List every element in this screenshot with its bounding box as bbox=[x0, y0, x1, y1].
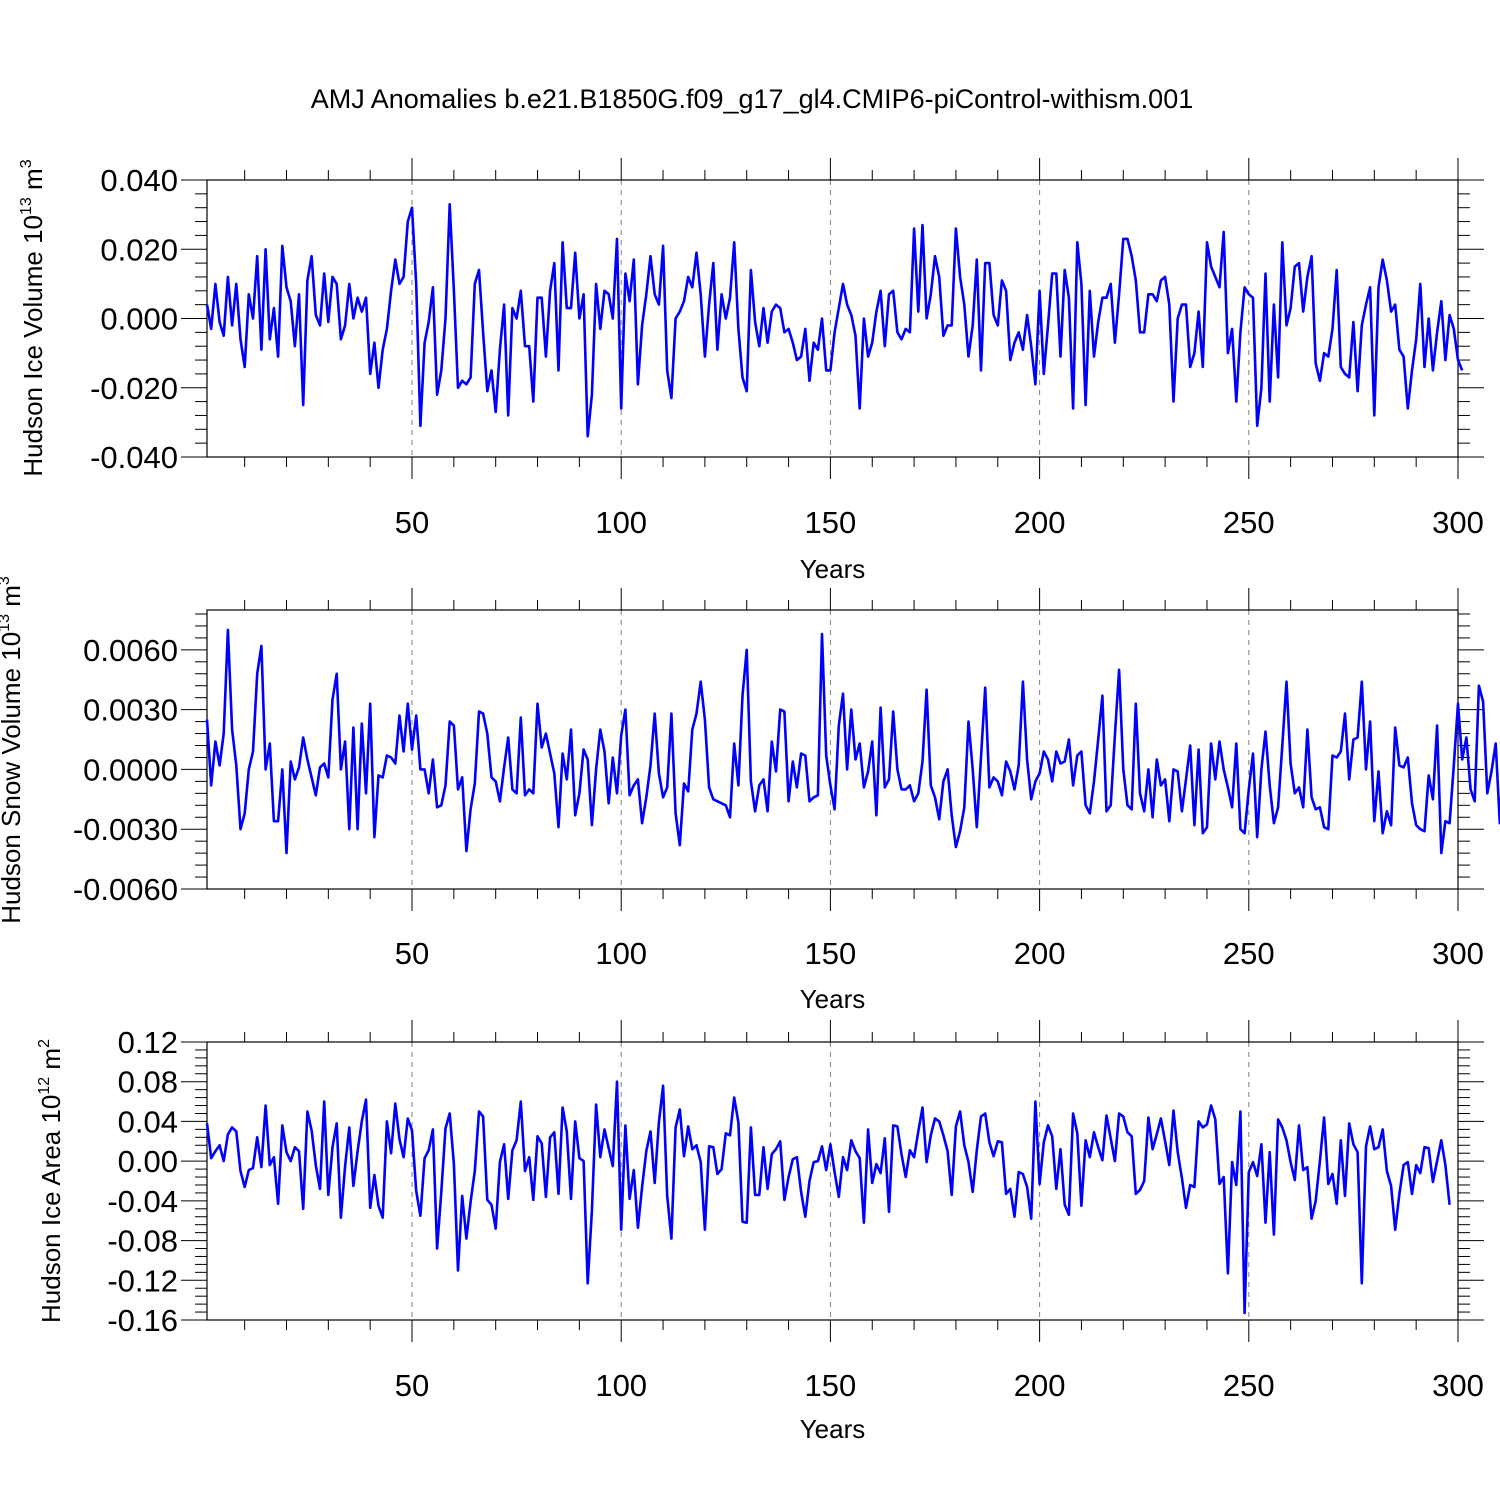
x-tick-label: 300 bbox=[1432, 936, 1484, 971]
x-tick-label: 100 bbox=[595, 505, 647, 540]
x-tick-label: 150 bbox=[805, 505, 857, 540]
y-axis-label: Hudson Ice Area 1012 m2 bbox=[36, 1039, 66, 1323]
y-label-text: Hudson Snow Volume 10 bbox=[0, 632, 26, 924]
y-axis-label: Hudson Ice Volume 1013 m3 bbox=[18, 159, 48, 476]
plot-frame bbox=[206, 1041, 1459, 1321]
y-tick-label: -0.12 bbox=[107, 1263, 178, 1298]
y-label-exponent: 12 bbox=[36, 1077, 53, 1095]
y-tick-label: -0.08 bbox=[107, 1224, 178, 1259]
y-tick-label: 0.12 bbox=[118, 1025, 178, 1060]
y-tick-label: 0.00 bbox=[118, 1144, 178, 1179]
x-tick-label: 150 bbox=[805, 1368, 857, 1403]
y-tick-label: 0.0030 bbox=[83, 693, 178, 728]
data-series-line bbox=[205, 628, 1500, 855]
y-label-unit-exponent: 2 bbox=[36, 1039, 53, 1048]
y-label-unit: m bbox=[18, 168, 48, 197]
x-tick-label: 300 bbox=[1432, 505, 1484, 540]
y-tick-label: 0.0060 bbox=[83, 633, 178, 668]
x-tick-label: 300 bbox=[1432, 1368, 1484, 1403]
x-tick-label: 200 bbox=[1014, 505, 1066, 540]
data-series-line bbox=[205, 1080, 1451, 1315]
y-tick-label: -0.020 bbox=[90, 371, 178, 406]
y-tick-label: 0.08 bbox=[118, 1065, 178, 1100]
panel-3: 50 100 150 200 250 300 -0.16 -0.12 -0.08 -0.04 0.0… bbox=[36, 1020, 1484, 1444]
y-label-unit: m bbox=[36, 1048, 66, 1077]
x-tick-label: 200 bbox=[1014, 1368, 1066, 1403]
y-tick-label: 0.04 bbox=[118, 1104, 178, 1139]
y-label-exponent: 13 bbox=[18, 197, 35, 215]
x-tick-label: 100 bbox=[595, 936, 647, 971]
y-tick-label: 0.020 bbox=[100, 232, 178, 267]
x-axis-label: Years bbox=[800, 984, 866, 1014]
y-tick-label: 0.000 bbox=[100, 302, 178, 337]
figure-title: AMJ Anomalies b.e21.B1850G.f09_g17_gl4.C… bbox=[311, 84, 1193, 114]
y-label-unit: m bbox=[0, 585, 26, 614]
x-tick-label: 250 bbox=[1223, 1368, 1275, 1403]
x-tick-label: 250 bbox=[1223, 936, 1275, 971]
y-tick-label: -0.04 bbox=[107, 1184, 178, 1219]
y-label-text: Hudson Ice Volume 10 bbox=[18, 215, 48, 477]
y-axis-label: Hudson Snow Volume 1013 m3 bbox=[0, 576, 26, 924]
x-tick-label: 150 bbox=[805, 936, 857, 971]
panel-1: 50 100 150 200 250 300 -0.040 -0.020 0.000 0.020 0… bbox=[18, 158, 1484, 584]
x-axis-label: Years bbox=[800, 554, 866, 584]
panels: 50 100 150 200 250 300-0.040-0.0200.0000.0200… bbox=[0, 158, 1500, 1444]
x-tick-label: 50 bbox=[395, 1368, 429, 1403]
data-series-line bbox=[205, 202, 1464, 438]
x-tick-label: 50 bbox=[395, 505, 429, 540]
y-tick-label: 0.0000 bbox=[83, 752, 178, 787]
plot-frame bbox=[206, 179, 1459, 458]
y-tick-label: -0.040 bbox=[90, 440, 178, 475]
x-tick-label: 50 bbox=[395, 936, 429, 971]
y-label-unit-exponent: 3 bbox=[18, 159, 35, 168]
y-tick-label: -0.0060 bbox=[73, 872, 178, 907]
y-label-unit-exponent: 3 bbox=[0, 576, 13, 585]
y-label-text: Hudson Ice Area 10 bbox=[36, 1095, 66, 1323]
plot-frame bbox=[206, 609, 1459, 890]
x-tick-label: 200 bbox=[1014, 936, 1066, 971]
y-tick-label: -0.0030 bbox=[73, 812, 178, 847]
y-label-exponent: 13 bbox=[0, 614, 13, 632]
x-axis-label: Years bbox=[800, 1414, 866, 1444]
panel-2: 50 100 150 200 250 300 -0.0060 -0.0030 0.0000 0.0… bbox=[0, 576, 1500, 1014]
y-tick-label: 0.040 bbox=[100, 163, 178, 198]
x-tick-label: 250 bbox=[1223, 505, 1275, 540]
x-tick-label: 100 bbox=[595, 1368, 647, 1403]
y-tick-label: -0.16 bbox=[107, 1303, 178, 1338]
